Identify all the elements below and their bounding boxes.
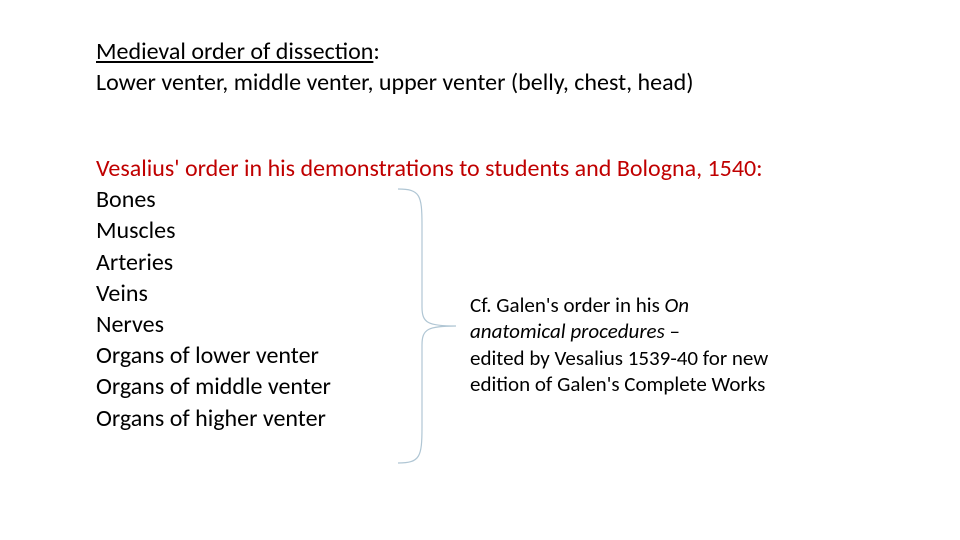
- top-heading: Medieval order of dissection: [96, 37, 373, 66]
- list-item: Bones: [96, 184, 896, 215]
- list-item: Arteries: [96, 247, 896, 278]
- top-heading-line: Medieval order of dissection:: [96, 36, 896, 67]
- list-item: Organs of higher venter: [96, 403, 896, 434]
- top-heading-suffix: :: [373, 37, 379, 66]
- top-line-2: Lower venter, middle venter, upper vente…: [96, 67, 896, 98]
- slide: Medieval order of dissection: Lower vent…: [0, 0, 960, 540]
- left-heading: Vesalius' order in his demonstrations to…: [96, 153, 896, 184]
- list-item: Muscles: [96, 215, 896, 246]
- annotation-line-1-prefix: Cf. Galen's order in his: [470, 292, 665, 318]
- annotation-line-2: anatomical procedures –: [470, 318, 890, 344]
- right-annotation-block: Cf. Galen's order in his On anatomical p…: [470, 292, 890, 397]
- annotation-line-3: edited by Vesalius 1539-40 for new: [470, 345, 890, 371]
- annotation-line-1: Cf. Galen's order in his On: [470, 292, 890, 318]
- annotation-line-2-suffix: –: [665, 318, 680, 344]
- annotation-line-1-italic: On: [665, 292, 690, 318]
- top-text-block: Medieval order of dissection: Lower vent…: [96, 36, 896, 98]
- brace-icon: [392, 185, 462, 467]
- annotation-line-4: edition of Galen's Complete Works: [470, 371, 890, 397]
- annotation-line-2-italic: anatomical procedures: [470, 318, 665, 344]
